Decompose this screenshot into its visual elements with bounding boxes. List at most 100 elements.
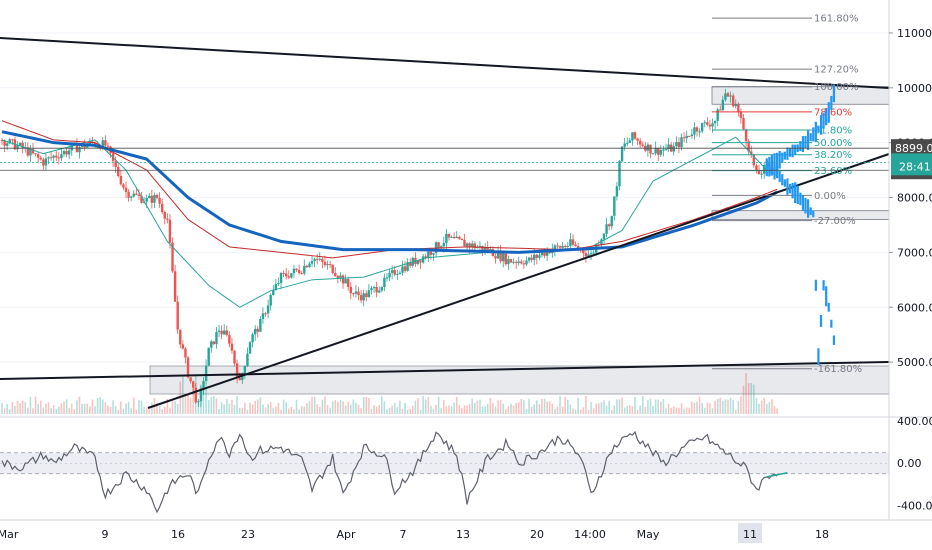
candle-body[interactable] bbox=[421, 256, 425, 263]
candle-body[interactable] bbox=[3, 140, 6, 146]
candle-body[interactable] bbox=[739, 111, 743, 118]
candle-body[interactable] bbox=[403, 266, 407, 271]
candle-body[interactable] bbox=[393, 270, 396, 275]
candle-body[interactable] bbox=[460, 238, 464, 241]
candle-body[interactable] bbox=[212, 341, 216, 345]
candle-body[interactable] bbox=[70, 144, 73, 151]
candle-body[interactable] bbox=[5, 143, 9, 146]
candle-body[interactable] bbox=[243, 366, 247, 374]
projection-candle[interactable] bbox=[788, 147, 792, 157]
candle-body[interactable] bbox=[390, 270, 394, 273]
projection-candle[interactable] bbox=[775, 167, 779, 179]
candle-body[interactable] bbox=[613, 196, 616, 216]
candle-body[interactable] bbox=[235, 363, 239, 378]
candle-body[interactable] bbox=[308, 263, 311, 268]
candle-body[interactable] bbox=[233, 350, 236, 364]
candle-body[interactable] bbox=[646, 144, 650, 151]
candle-body[interactable] bbox=[55, 155, 58, 158]
projection-candle[interactable] bbox=[812, 210, 815, 218]
candle-body[interactable] bbox=[44, 158, 48, 166]
candle-body[interactable] bbox=[305, 265, 309, 268]
candle-body[interactable] bbox=[18, 142, 22, 146]
candle-body[interactable] bbox=[533, 254, 536, 260]
candle-body[interactable] bbox=[29, 149, 32, 156]
projection-candle[interactable] bbox=[791, 144, 794, 158]
candle-body[interactable] bbox=[755, 165, 758, 171]
candle-body[interactable] bbox=[512, 261, 515, 263]
candle-body[interactable] bbox=[605, 224, 608, 234]
candle-body[interactable] bbox=[667, 144, 670, 150]
candle-body[interactable] bbox=[383, 277, 386, 288]
candle-body[interactable] bbox=[173, 271, 177, 302]
candle-body[interactable] bbox=[502, 253, 505, 262]
candle-body[interactable] bbox=[385, 277, 389, 279]
candle-body[interactable] bbox=[285, 273, 288, 277]
candle-body[interactable] bbox=[649, 144, 652, 154]
candle-body[interactable] bbox=[347, 278, 350, 287]
candle-body[interactable] bbox=[416, 260, 420, 265]
projection-candle[interactable] bbox=[814, 279, 817, 291]
candle-body[interactable] bbox=[359, 295, 363, 301]
candle-body[interactable] bbox=[463, 240, 466, 247]
projection-candle[interactable] bbox=[822, 112, 825, 129]
price-axis[interactable]: 11000.010000.09000.08000.07000.06000.050… bbox=[889, 27, 932, 369]
candle-body[interactable] bbox=[251, 334, 254, 343]
candle-body[interactable] bbox=[313, 259, 316, 261]
projection-candle[interactable] bbox=[796, 185, 799, 204]
candle-body[interactable] bbox=[176, 301, 179, 330]
candle-body[interactable] bbox=[155, 195, 159, 198]
candle-body[interactable] bbox=[566, 245, 570, 247]
candle-body[interactable] bbox=[34, 153, 37, 155]
candle-body[interactable] bbox=[137, 194, 141, 196]
candle-body[interactable] bbox=[8, 139, 11, 144]
candle-body[interactable] bbox=[336, 276, 340, 279]
candle-body[interactable] bbox=[47, 157, 50, 159]
candle-body[interactable] bbox=[42, 159, 45, 166]
projection-candle[interactable] bbox=[812, 127, 815, 142]
candle-body[interactable] bbox=[445, 233, 448, 243]
candle-body[interactable] bbox=[452, 236, 456, 239]
lower-trendline[interactable] bbox=[0, 361, 890, 380]
candle-body[interactable] bbox=[52, 155, 55, 158]
candle-body[interactable] bbox=[695, 127, 699, 132]
candle-body[interactable] bbox=[354, 291, 358, 294]
candle-body[interactable] bbox=[238, 377, 241, 381]
candle-body[interactable] bbox=[731, 95, 735, 107]
candle-body[interactable] bbox=[274, 283, 278, 290]
candle-body[interactable] bbox=[290, 273, 293, 278]
candle-body[interactable] bbox=[259, 318, 262, 332]
candle-body[interactable] bbox=[60, 154, 63, 159]
projection-candle[interactable] bbox=[775, 152, 779, 171]
candle-body[interactable] bbox=[587, 254, 590, 257]
candle-body[interactable] bbox=[21, 142, 24, 149]
candle-body[interactable] bbox=[762, 164, 766, 174]
candle-body[interactable] bbox=[171, 242, 174, 272]
candle-body[interactable] bbox=[264, 313, 267, 315]
candle-body[interactable] bbox=[561, 245, 564, 248]
candle-body[interactable] bbox=[737, 104, 740, 112]
projection-candle[interactable] bbox=[822, 280, 825, 291]
candle-body[interactable] bbox=[119, 176, 123, 185]
candle-body[interactable] bbox=[409, 262, 412, 266]
candle-body[interactable] bbox=[724, 93, 727, 100]
candle-body[interactable] bbox=[269, 295, 272, 306]
candle-body[interactable] bbox=[688, 135, 691, 137]
candle-body[interactable] bbox=[318, 258, 321, 260]
candle-body[interactable] bbox=[191, 381, 195, 388]
candle-body[interactable] bbox=[388, 272, 391, 278]
candle-body[interactable] bbox=[295, 268, 298, 271]
candle-body[interactable] bbox=[530, 257, 533, 260]
candle-body[interactable] bbox=[297, 270, 301, 274]
candle-body[interactable] bbox=[57, 157, 61, 159]
candle-body[interactable] bbox=[341, 275, 345, 284]
candle-body[interactable] bbox=[323, 261, 327, 266]
candle-body[interactable] bbox=[117, 166, 120, 177]
projection-candle[interactable] bbox=[801, 195, 805, 211]
candle-body[interactable] bbox=[11, 139, 14, 141]
candle-body[interactable] bbox=[564, 245, 567, 247]
candle-body[interactable] bbox=[651, 153, 655, 155]
candle-body[interactable] bbox=[367, 290, 371, 298]
candle-body[interactable] bbox=[65, 151, 68, 155]
candle-body[interactable] bbox=[685, 135, 688, 139]
